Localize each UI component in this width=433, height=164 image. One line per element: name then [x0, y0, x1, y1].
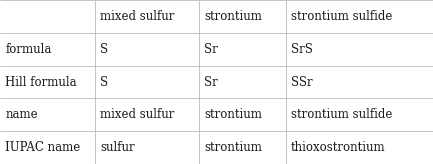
- Text: strontium sulfide: strontium sulfide: [291, 10, 392, 23]
- Text: SrS: SrS: [291, 43, 313, 56]
- Text: thioxostrontium: thioxostrontium: [291, 141, 386, 154]
- Text: strontium: strontium: [204, 141, 262, 154]
- Text: S: S: [100, 43, 109, 56]
- Text: Sr: Sr: [204, 75, 218, 89]
- Text: name: name: [5, 108, 38, 121]
- Text: mixed sulfur: mixed sulfur: [100, 10, 175, 23]
- Text: sulfur: sulfur: [100, 141, 135, 154]
- Text: strontium sulfide: strontium sulfide: [291, 108, 392, 121]
- Text: Sr: Sr: [204, 43, 218, 56]
- Text: mixed sulfur: mixed sulfur: [100, 108, 175, 121]
- Text: formula: formula: [5, 43, 52, 56]
- Text: strontium: strontium: [204, 108, 262, 121]
- Text: SSr: SSr: [291, 75, 313, 89]
- Text: Hill formula: Hill formula: [5, 75, 77, 89]
- Text: IUPAC name: IUPAC name: [5, 141, 81, 154]
- Text: S: S: [100, 75, 109, 89]
- Text: strontium: strontium: [204, 10, 262, 23]
